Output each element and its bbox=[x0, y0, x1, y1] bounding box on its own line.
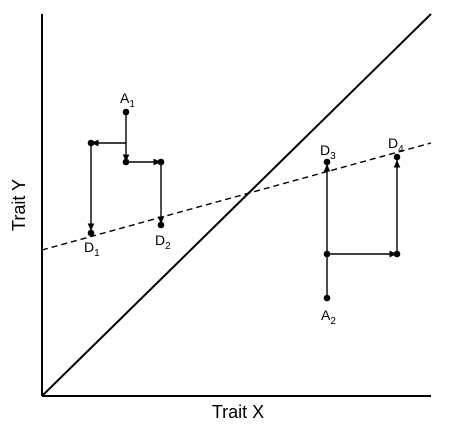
y-axis-title: Trait Y bbox=[9, 179, 29, 231]
node-junction-far-right bbox=[393, 250, 401, 258]
node-junction-right bbox=[157, 158, 165, 166]
label-d3: D3 bbox=[320, 142, 336, 162]
label-d1: D1 bbox=[84, 239, 100, 259]
node-d2 bbox=[157, 221, 165, 229]
x-axis-title: Trait X bbox=[212, 402, 264, 422]
node-junction-a2 bbox=[323, 250, 331, 258]
label-d2: D2 bbox=[155, 232, 171, 252]
label-a2: A2 bbox=[321, 307, 336, 327]
node-a1 bbox=[122, 108, 130, 116]
node-d1 bbox=[87, 229, 95, 237]
lineage-left bbox=[87, 112, 165, 231]
node-d3 bbox=[323, 158, 331, 166]
node-junction-mid bbox=[122, 158, 130, 166]
lineage-right bbox=[323, 160, 401, 298]
nodes bbox=[87, 108, 401, 302]
node-d4 bbox=[393, 153, 401, 161]
regression-line bbox=[41, 142, 432, 251]
identity-line bbox=[41, 13, 432, 397]
node-junction-left bbox=[87, 139, 95, 147]
label-d4: D4 bbox=[388, 135, 404, 155]
node-a2 bbox=[323, 294, 331, 302]
label-a1: A1 bbox=[120, 90, 135, 110]
